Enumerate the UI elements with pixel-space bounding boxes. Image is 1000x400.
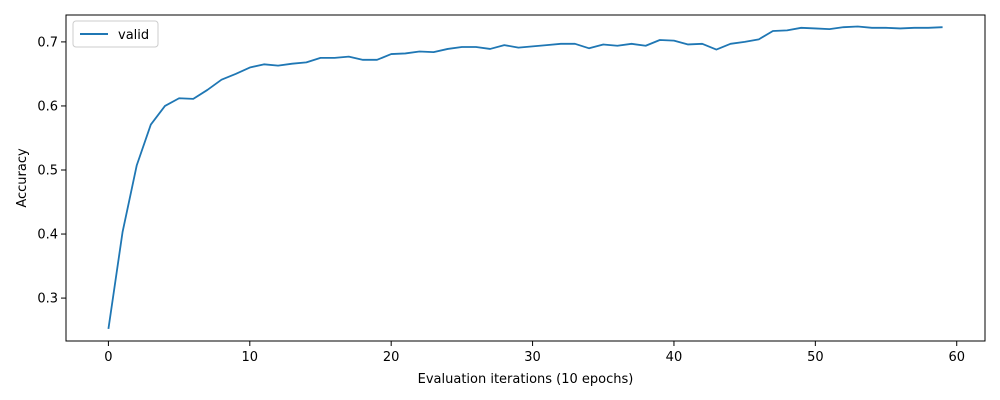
x-tick-label: 0 [104,350,112,365]
y-tick-label: 0.7 [37,35,58,50]
x-tick-label: 60 [948,350,965,365]
x-tick-label: 30 [524,350,541,365]
legend: valid [72,20,159,48]
y-tick-label: 0.6 [37,99,58,114]
plot-frame [65,14,986,342]
y-tick-label: 0.4 [37,228,58,243]
y-axis-title: Accuracy [15,148,30,208]
x-tick-label: 50 [807,350,824,365]
legend-label-valid: valid [118,28,149,43]
x-tick-label: 20 [383,350,400,365]
legend-box [72,20,159,48]
y-tick-label: 0.5 [37,163,58,178]
y-axis-ticks: 0.3 0.4 0.5 0.6 0.7 [37,35,66,307]
series-layer [107,25,943,329]
plot-area [66,15,985,341]
x-axis-ticks: 0 10 20 30 40 50 60 [104,341,965,365]
y-tick-label: 0.3 [37,292,58,307]
x-axis-title: Evaluation iterations (10 epochs) [418,372,634,387]
x-tick-label: 40 [666,350,683,365]
x-tick-label: 10 [242,350,259,365]
series-line-valid [107,25,943,329]
